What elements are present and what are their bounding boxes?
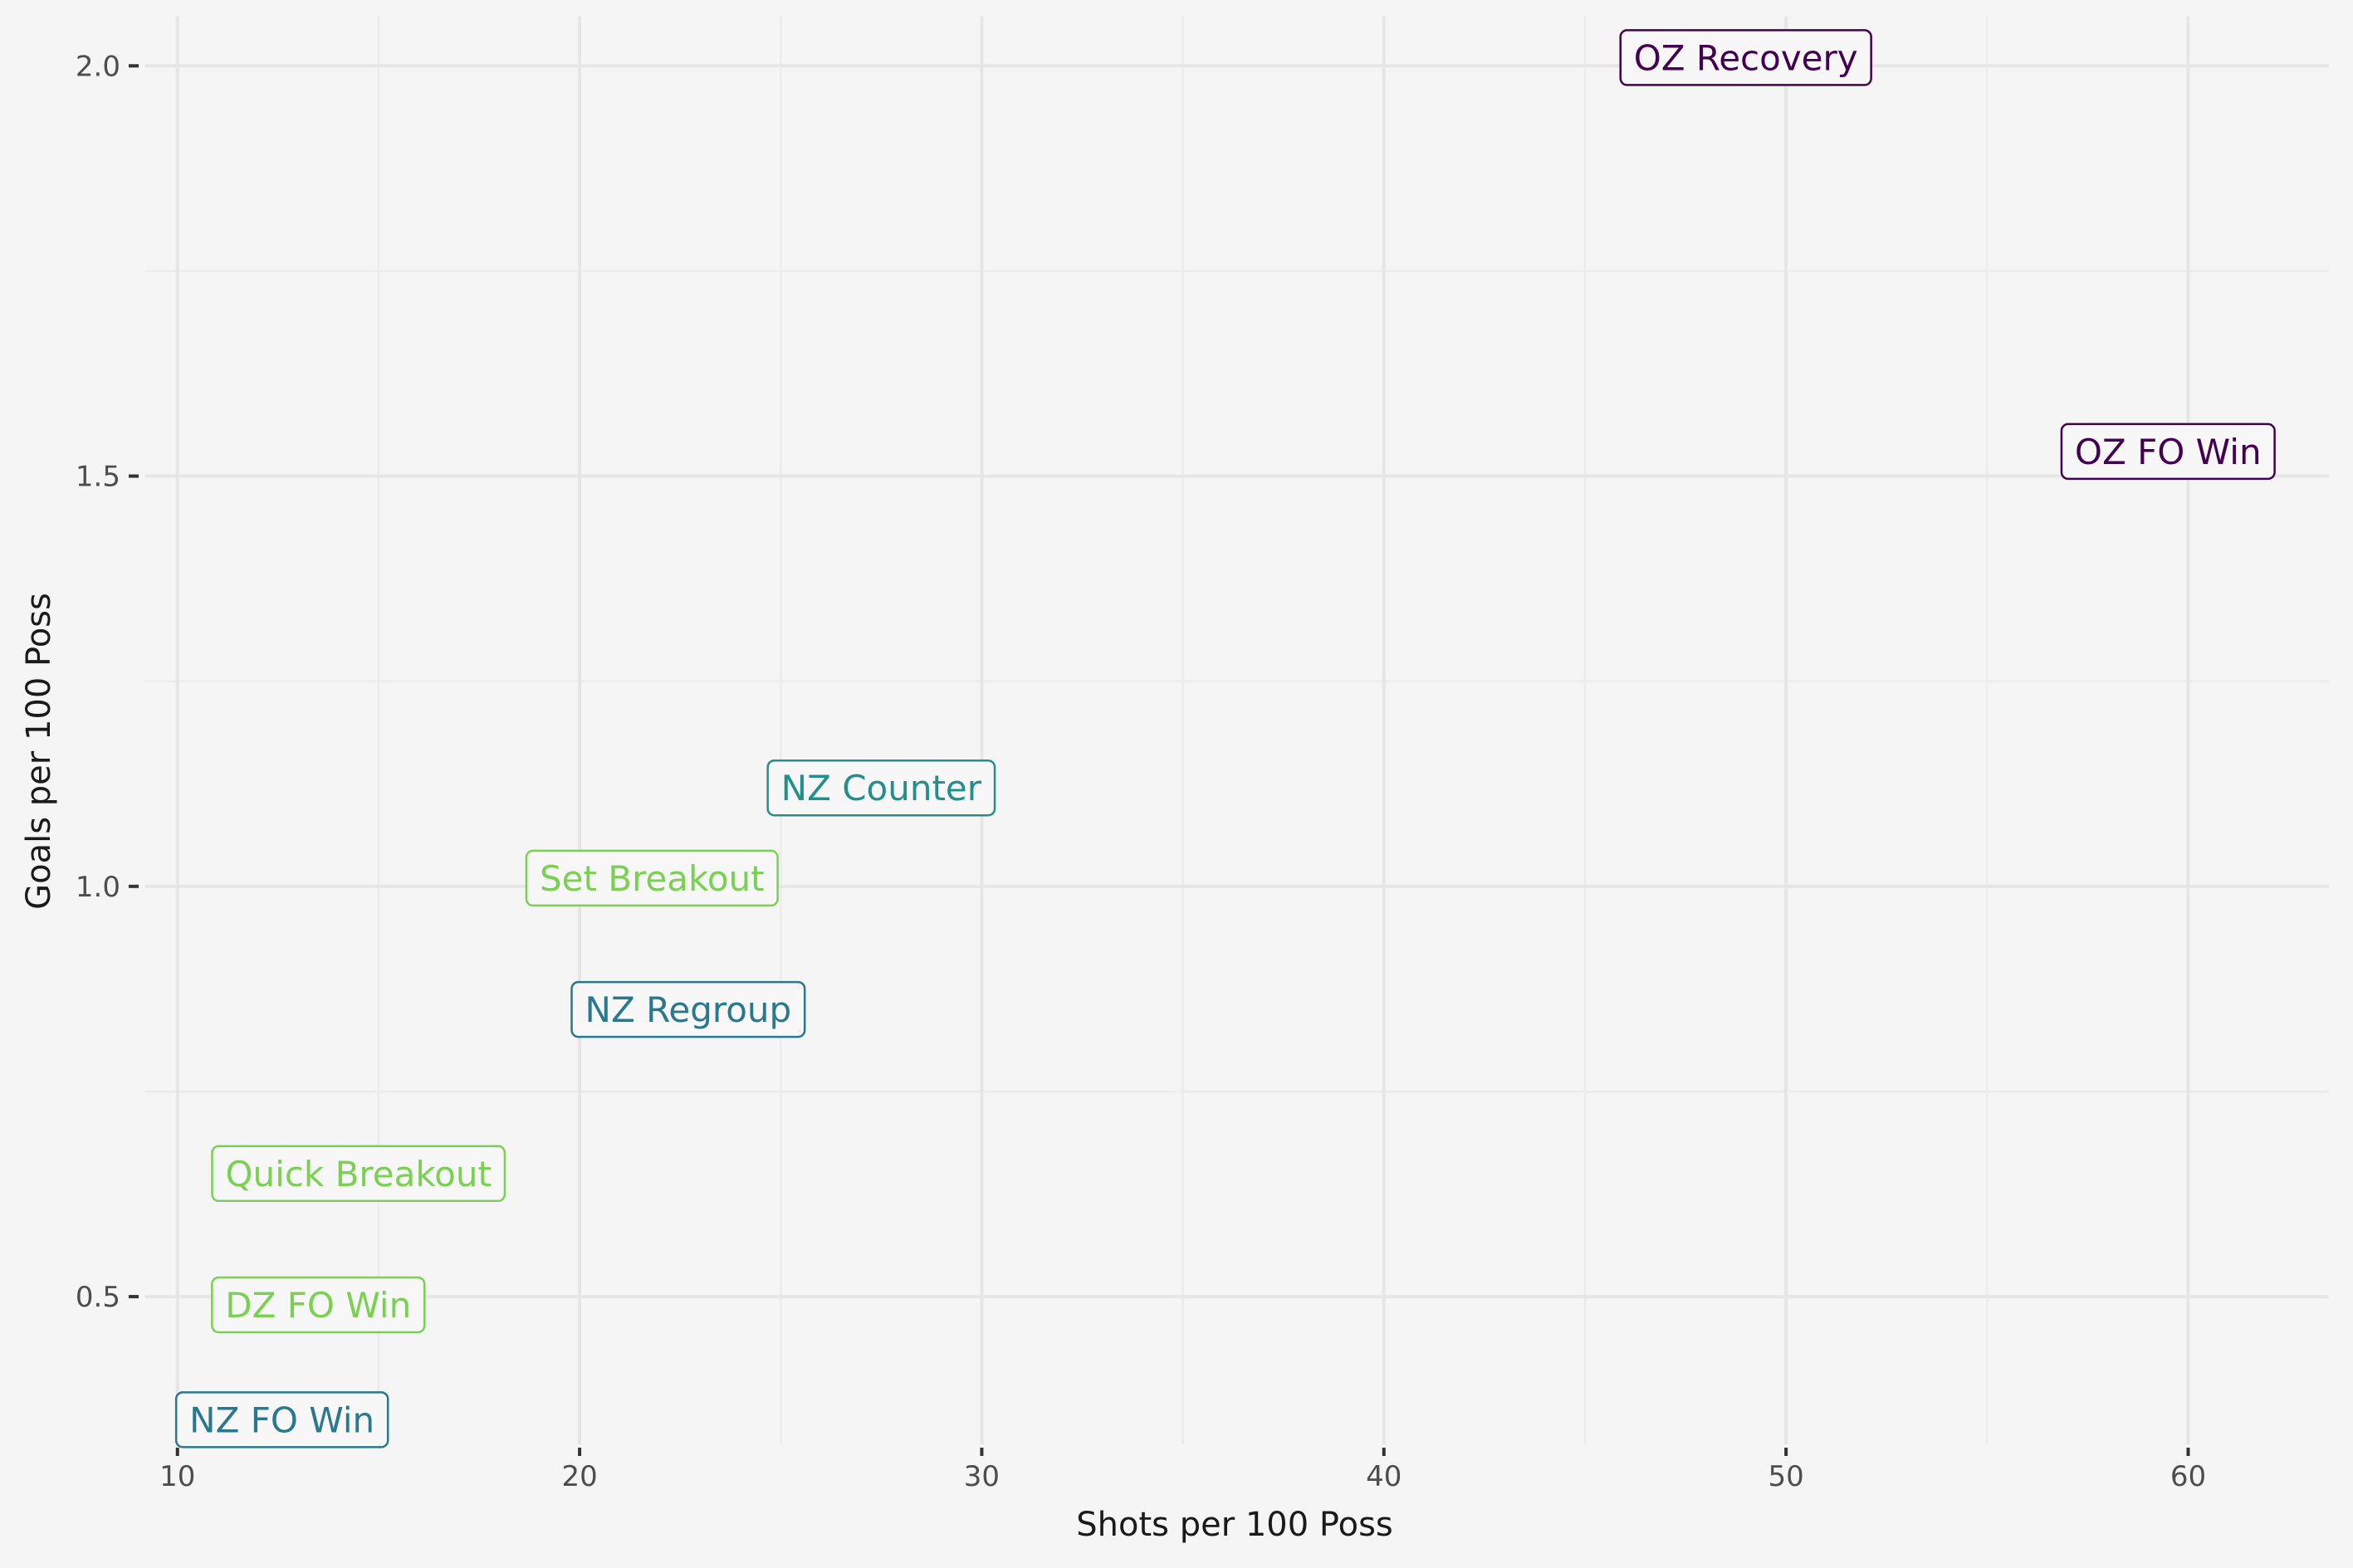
point-label-box bbox=[211, 1276, 426, 1334]
x-tick-label: 50 bbox=[1768, 1460, 1803, 1493]
point-label-text: Set Breakout bbox=[540, 858, 765, 899]
axes: 10 20 30 40 50 60 0.5 1.0 1.5 2.0 bbox=[76, 50, 2206, 1493]
point-label-box bbox=[174, 1391, 389, 1448]
y-axis-title: Goals per 100 Poss bbox=[20, 593, 58, 910]
point-label-text: OZ Recovery bbox=[1634, 37, 1858, 78]
x-tick-label: 30 bbox=[964, 1460, 1000, 1493]
point-labels: OZ Recovery OZ FO Win NZ Counter Set Breako… bbox=[174, 29, 2276, 1448]
point-label-text: NZ FO Win bbox=[189, 1399, 374, 1440]
point-label-box bbox=[2060, 423, 2276, 481]
point-label-text: OZ FO Win bbox=[2075, 432, 2262, 472]
point-label: NZ FO Win bbox=[174, 1391, 389, 1448]
y-tick-label: 2.0 bbox=[76, 50, 120, 83]
y-tick-label: 1.0 bbox=[76, 871, 120, 904]
y-tick-label: 0.5 bbox=[76, 1281, 120, 1314]
point-label-text: NZ Counter bbox=[781, 768, 982, 808]
point-label-text: Quick Breakout bbox=[225, 1154, 491, 1194]
point-label: OZ FO Win bbox=[2060, 423, 2276, 481]
point-label-text: NZ Regroup bbox=[585, 989, 792, 1030]
x-tick-label: 60 bbox=[2170, 1460, 2206, 1493]
x-tick-label: 20 bbox=[561, 1460, 597, 1493]
point-label-box bbox=[570, 980, 806, 1038]
x-tick-label: 10 bbox=[159, 1460, 195, 1493]
point-label: Set Breakout bbox=[525, 849, 779, 907]
point-label: OZ Recovery bbox=[1619, 29, 1872, 86]
point-label-box bbox=[1619, 29, 1872, 86]
x-tick-label: 40 bbox=[1366, 1460, 1402, 1493]
point-label-text: DZ FO Win bbox=[225, 1285, 411, 1326]
point-label-box bbox=[766, 759, 996, 817]
grid-lines bbox=[145, 17, 2329, 1444]
point-label: Quick Breakout bbox=[211, 1145, 506, 1203]
point-label-box bbox=[525, 849, 779, 907]
y-tick-label: 1.5 bbox=[76, 461, 120, 494]
point-label: NZ Regroup bbox=[570, 980, 806, 1038]
point-label-box bbox=[211, 1145, 506, 1203]
point-label: DZ FO Win bbox=[211, 1276, 426, 1334]
x-axis-title: Shots per 100 Poss bbox=[1076, 1506, 1393, 1544]
point-label: NZ Counter bbox=[766, 759, 996, 817]
